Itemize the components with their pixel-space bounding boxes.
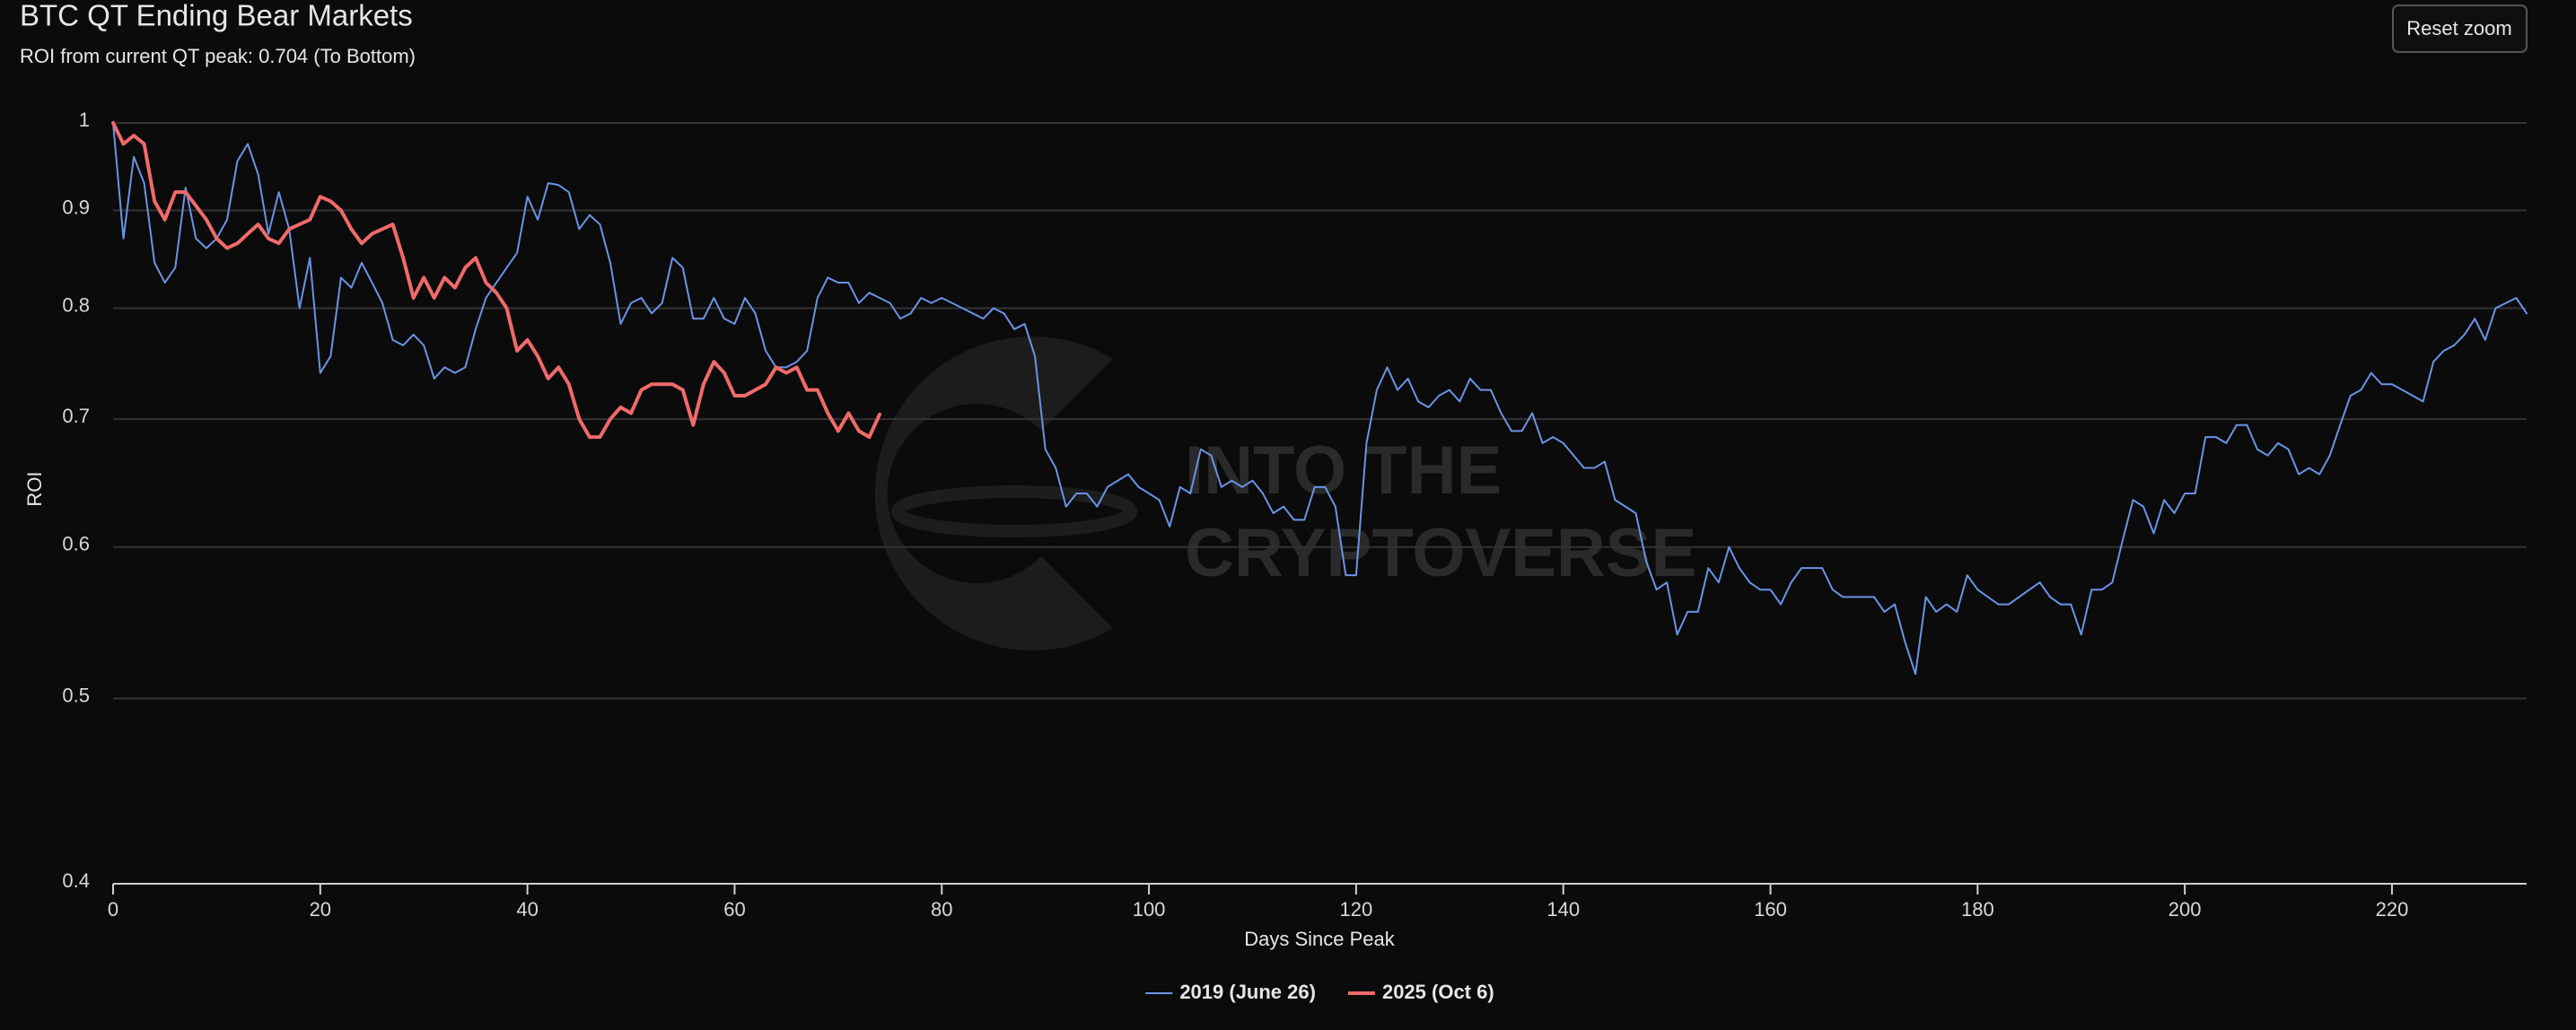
x-tick-label: 140 <box>1546 898 1580 921</box>
x-tick-label: 180 <box>1961 898 1994 921</box>
x-tick-label: 160 <box>1754 898 1787 921</box>
legend-item[interactable]: 2025 (Oct 6) <box>1347 981 1494 1003</box>
series-line <box>112 122 2528 676</box>
y-tick-label: 1 <box>79 109 90 131</box>
x-tick-label: 80 <box>931 898 952 921</box>
series-line <box>111 121 882 440</box>
x-tick-label: 220 <box>2376 898 2409 921</box>
legend: 2019 (June 26) 2025 (Oct 6) <box>1145 981 1494 1003</box>
x-tick-label: 200 <box>2169 898 2202 921</box>
logo-ring <box>891 485 1137 537</box>
x-tick-label: 100 <box>1133 898 1166 921</box>
x-axis-title: Days Since Peak <box>1244 928 1396 950</box>
y-tick-label: 0.4 <box>62 869 90 892</box>
x-tick-label: 60 <box>723 898 745 921</box>
watermark-logo <box>874 336 1137 650</box>
y-tick-label: 0.8 <box>62 293 90 316</box>
reset-zoom-button[interactable]: Reset zoom <box>2392 4 2528 53</box>
watermark-text: INTO THE <box>1185 432 1502 509</box>
legend-label[interactable]: 2025 (Oct 6) <box>1382 981 1494 1003</box>
y-tick-label: 0.9 <box>62 196 90 218</box>
chart-title: BTC QT Ending Bear Markets <box>20 0 413 32</box>
y-tick-label: 0.5 <box>62 684 90 706</box>
button-frame[interactable] <box>2392 4 2528 53</box>
legend-item[interactable]: 2019 (June 26) <box>1145 981 1316 1003</box>
x-tick-label: 0 <box>108 898 118 921</box>
legend-label[interactable]: 2019 (June 26) <box>1179 981 1316 1003</box>
chart-subtitle: ROI from current QT peak: 0.704 (To Bott… <box>20 45 416 67</box>
x-tick-label: 40 <box>516 898 538 921</box>
y-tick-label: 0.6 <box>62 533 90 555</box>
button-label[interactable]: Reset zoom <box>2406 17 2511 39</box>
watermark-text: CRYPTOVERSE <box>1185 515 1696 591</box>
y-axis-title: ROI <box>23 471 46 506</box>
y-tick-label: 0.7 <box>62 405 90 427</box>
x-tick-label: 120 <box>1340 898 1373 921</box>
x-tick-label: 20 <box>310 898 331 921</box>
logo-c <box>874 336 1113 650</box>
